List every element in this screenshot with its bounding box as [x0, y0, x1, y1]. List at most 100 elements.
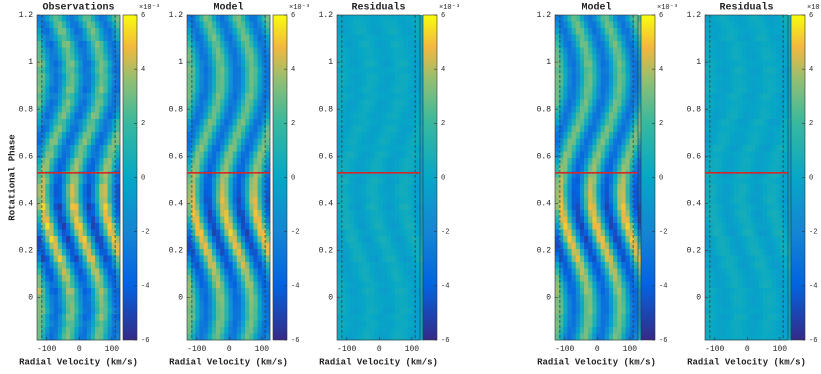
- heatmap-cell: [629, 210, 635, 217]
- heatmap-cell: [245, 171, 250, 178]
- heatmap-cell: [70, 281, 75, 289]
- heatmap-cell: [407, 268, 412, 276]
- heatmap-cell: [395, 158, 400, 165]
- heatmap-cell: [216, 99, 221, 107]
- heatmap-cell: [240, 190, 246, 198]
- heatmap-cell: [633, 138, 639, 146]
- heatmap-cell: [629, 177, 635, 185]
- heatmap-cell: [349, 327, 354, 334]
- heatmap-cell: [187, 80, 192, 87]
- heatmap-cell: [345, 132, 350, 139]
- heatmap-cell: [415, 177, 421, 185]
- heatmap-cell: [399, 320, 404, 328]
- heatmap-cell: [95, 67, 100, 74]
- heatmap-cell: [625, 216, 630, 224]
- heatmap-cell: [788, 151, 793, 159]
- heatmap-cell: [746, 80, 751, 87]
- heatmap-cell: [709, 15, 714, 22]
- heatmap-cell: [725, 41, 731, 48]
- heatmap-cell: [775, 184, 780, 191]
- heatmap-cell: [633, 281, 639, 289]
- heatmap-cell: [378, 15, 383, 22]
- heatmap-cell: [729, 125, 735, 133]
- heatmap-cell: [240, 288, 246, 295]
- heatmap-cell: [382, 249, 388, 256]
- heatmap-cell: [717, 171, 722, 178]
- heatmap-cell: [107, 41, 112, 48]
- heatmap-cell: [115, 210, 121, 217]
- heatmap-cell: [374, 106, 379, 113]
- heatmap-cell: [53, 21, 59, 29]
- heatmap-cell: [111, 67, 117, 74]
- heatmap-cell: [337, 314, 342, 321]
- heatmap-cell: [717, 73, 722, 81]
- heatmap-cell: [604, 34, 610, 42]
- heatmap-cell: [596, 255, 601, 263]
- heatmap-cell: [49, 145, 54, 152]
- heatmap-cell: [345, 15, 350, 22]
- heatmap-cell: [721, 54, 727, 61]
- heatmap-cell: [345, 67, 350, 74]
- heatmap-cell: [191, 177, 196, 185]
- heatmap-cell: [579, 210, 585, 217]
- heatmap-cell: [228, 151, 233, 159]
- heatmap-cell: [729, 41, 735, 48]
- heatmap-cell: [90, 73, 96, 81]
- heatmap-cell: [613, 151, 618, 159]
- heatmap-cell: [70, 301, 75, 308]
- heatmap-cell: [220, 262, 225, 269]
- heatmap-cell: [249, 229, 254, 237]
- heatmap-cell: [341, 327, 346, 334]
- heatmap-cell: [779, 112, 785, 120]
- heatmap-cell: [216, 21, 221, 29]
- heatmap-cell: [70, 177, 75, 185]
- heatmap-cell: [638, 216, 643, 224]
- heatmap-cell: [253, 158, 258, 165]
- heatmap-cell: [555, 229, 560, 237]
- heatmap-cell: [99, 268, 104, 276]
- heatmap-cell: [767, 138, 772, 146]
- heatmap-cell: [571, 138, 577, 146]
- heatmap-cell: [337, 80, 342, 87]
- heatmap-cell: [763, 60, 768, 68]
- heatmap-cell: [361, 60, 367, 68]
- heatmap-cell: [613, 223, 618, 230]
- heatmap-cell: [236, 93, 242, 100]
- heatmap-cell: [245, 281, 250, 289]
- heatmap-cell: [249, 216, 254, 224]
- heatmap-cell: [382, 47, 388, 55]
- heatmap-cell: [584, 275, 589, 282]
- heatmap-cell: [575, 268, 581, 276]
- heatmap-cell: [216, 171, 221, 178]
- heatmap-cell: [613, 242, 618, 250]
- heatmap-cell: [249, 203, 254, 211]
- heatmap-cell: [575, 171, 581, 178]
- heatmap-cell: [207, 275, 213, 282]
- heatmap-cell: [86, 60, 92, 68]
- heatmap-cell: [53, 112, 59, 120]
- heatmap-cell: [232, 171, 238, 178]
- heatmap-cell: [111, 138, 117, 146]
- heatmap-cell: [207, 145, 213, 152]
- heatmap-cell: [617, 86, 622, 94]
- heatmap-cell: [588, 294, 593, 302]
- heatmap-cell: [721, 34, 727, 42]
- heatmap-cell: [621, 28, 626, 35]
- heatmap-cell: [53, 203, 59, 211]
- heatmap-cell: [596, 60, 601, 68]
- heatmap-cell: [49, 320, 54, 328]
- heatmap-cell: [763, 80, 768, 87]
- heatmap-cell: [211, 112, 217, 120]
- heatmap-cell: [207, 314, 213, 321]
- heatmap-cell: [187, 203, 192, 211]
- heatmap-cell: [41, 320, 46, 328]
- heatmap-cell: [571, 190, 577, 198]
- heatmap-cell: [187, 138, 192, 146]
- heatmap-cell: [713, 132, 718, 139]
- heatmap-cell: [345, 125, 350, 133]
- heatmap-cell: [236, 54, 242, 61]
- heatmap-cell: [633, 236, 639, 243]
- heatmap-cell: [115, 294, 121, 302]
- x-tick-label: -100: [337, 345, 356, 354]
- heatmap-cell: [588, 106, 593, 113]
